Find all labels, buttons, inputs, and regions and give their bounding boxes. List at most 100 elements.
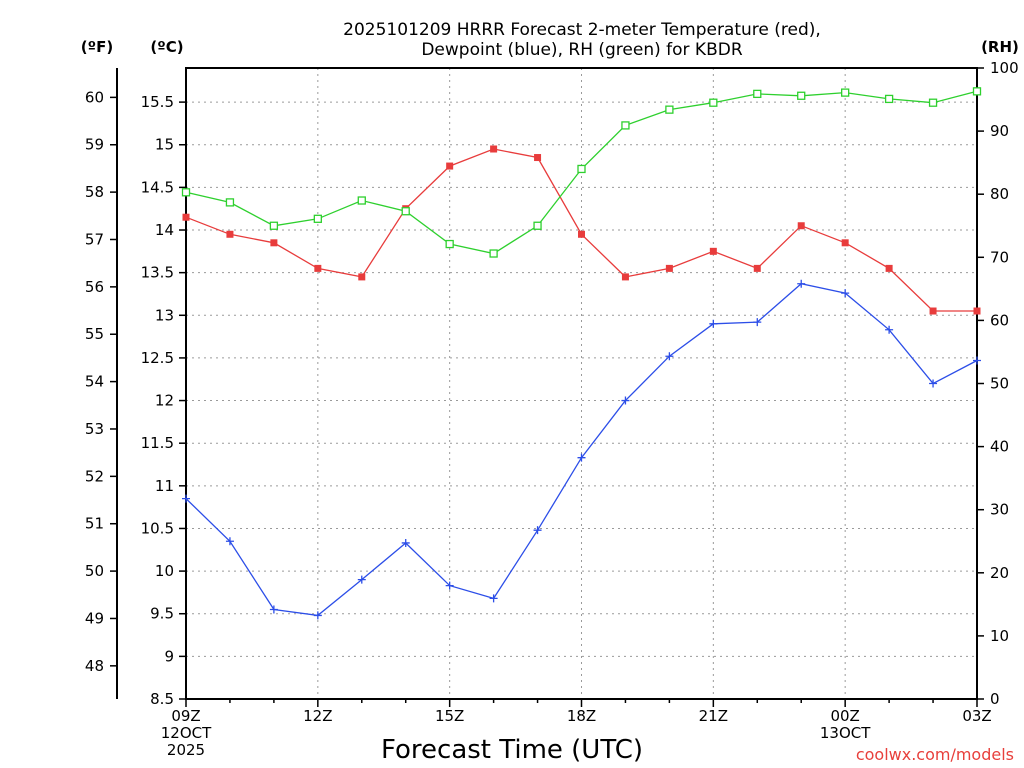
rh-point bbox=[225, 198, 235, 207]
temperature-point bbox=[446, 162, 454, 170]
fahrenheit-tick-label: 49 bbox=[85, 609, 104, 627]
dewpoint-point bbox=[973, 356, 981, 365]
rh-tick-label: 100 bbox=[990, 59, 1019, 77]
celsius-unit-label: (ºC) bbox=[150, 38, 183, 56]
dewpoint-point bbox=[225, 537, 234, 546]
temperature-point bbox=[578, 230, 585, 238]
temperature-point bbox=[182, 213, 190, 221]
x-axis-label: Forecast Time (UTC) bbox=[381, 735, 643, 765]
credit-link[interactable]: coolwx.com/models bbox=[856, 745, 1014, 764]
dewpoint-point bbox=[269, 605, 278, 614]
rh-point bbox=[533, 221, 542, 230]
temperature-point bbox=[885, 264, 893, 272]
temperature-point bbox=[270, 239, 278, 247]
rh-point bbox=[313, 214, 322, 223]
celsius-tick-label: 14 bbox=[155, 221, 174, 239]
x-tick-label: 03Z bbox=[962, 707, 991, 725]
dewpoint-point bbox=[621, 396, 630, 405]
temperature-point bbox=[314, 264, 322, 272]
celsius-tick-label: 12.5 bbox=[141, 349, 174, 367]
dewpoint-point bbox=[885, 325, 894, 334]
fahrenheit-tick-label: 54 bbox=[85, 373, 104, 391]
fahrenheit-tick-label: 57 bbox=[85, 230, 104, 248]
dewpoint-point bbox=[182, 494, 190, 503]
fahrenheit-tick-label: 50 bbox=[85, 562, 104, 580]
rh-point bbox=[665, 105, 674, 114]
x-tick-label: 00Z bbox=[830, 707, 859, 725]
dewpoint-point bbox=[709, 319, 718, 328]
temperature-point bbox=[358, 273, 366, 281]
x-tick-label: 09Z bbox=[171, 707, 200, 725]
dewpoint-point bbox=[929, 379, 938, 388]
rh-tick-label: 0 bbox=[990, 690, 1000, 708]
chart-title-line-1: 2025101209 HRRR Forecast 2-meter Tempera… bbox=[343, 20, 821, 40]
dewpoint-point bbox=[841, 289, 850, 298]
chart-title-line-2: Dewpoint (blue), RH (green) for KBDR bbox=[421, 40, 742, 60]
rh-point bbox=[401, 207, 410, 216]
celsius-tick-label: 8.5 bbox=[150, 690, 174, 708]
fahrenheit-tick-label: 52 bbox=[85, 467, 104, 485]
celsius-tick-label: 15.5 bbox=[141, 93, 174, 111]
dewpoint-point bbox=[445, 581, 454, 590]
rh-point bbox=[753, 89, 762, 99]
dewpoint-point bbox=[665, 352, 674, 361]
temperature-point bbox=[534, 154, 542, 162]
grid-layer bbox=[186, 68, 977, 699]
x-tick-label: 18Z bbox=[567, 707, 596, 725]
rh-point bbox=[928, 98, 938, 107]
fahrenheit-tick-label: 59 bbox=[85, 136, 104, 154]
fahrenheit-tick-label: 58 bbox=[85, 183, 104, 201]
temperature-point bbox=[226, 230, 234, 238]
celsius-tick-label: 9 bbox=[164, 647, 174, 665]
temperature-point bbox=[490, 145, 498, 153]
celsius-tick-label: 15 bbox=[155, 136, 174, 154]
dewpoint-point bbox=[313, 611, 322, 620]
fahrenheit-tick-label: 51 bbox=[85, 515, 104, 533]
celsius-tick-label: 11 bbox=[155, 477, 174, 495]
series-layer bbox=[181, 87, 982, 620]
dewpoint-point bbox=[797, 279, 806, 288]
dewpoint-point bbox=[489, 594, 498, 603]
x-tick-label: 12Z bbox=[303, 707, 332, 725]
rh-tick-label: 10 bbox=[990, 627, 1009, 645]
rh-point bbox=[577, 164, 586, 174]
fahrenheit-unit-label: (ºF) bbox=[81, 38, 113, 56]
tick-labels-layer: 8.5 9 9.5 10 10.5 11 11.5 12 12.5 13 13.5 14 14.5 15 1… bbox=[85, 59, 1019, 759]
fahrenheit-tick-label: 53 bbox=[85, 420, 104, 438]
x-tick-label: 13OCT bbox=[820, 724, 871, 742]
dewpoint-point bbox=[401, 538, 410, 547]
x-tick-label: 15Z bbox=[435, 707, 464, 725]
rh-tick-label: 80 bbox=[990, 185, 1009, 203]
celsius-tick-label: 10 bbox=[155, 562, 174, 580]
temperature-point bbox=[841, 239, 849, 247]
celsius-tick-label: 13.5 bbox=[141, 264, 174, 282]
temperature-point bbox=[665, 264, 673, 272]
rh-unit-label: (RH) bbox=[981, 38, 1019, 56]
axes-layer bbox=[110, 67, 984, 707]
rh-point bbox=[621, 121, 630, 130]
rh-point bbox=[709, 98, 718, 107]
temperature-point bbox=[797, 222, 805, 230]
temperature-point bbox=[753, 264, 761, 272]
dewpoint-point bbox=[533, 526, 542, 535]
rh-tick-label: 70 bbox=[990, 248, 1009, 266]
fahrenheit-tick-label: 60 bbox=[85, 88, 104, 106]
temperature-point bbox=[973, 307, 981, 315]
celsius-tick-label: 10.5 bbox=[141, 519, 174, 537]
rh-tick-label: 60 bbox=[990, 311, 1009, 329]
celsius-tick-label: 12 bbox=[155, 392, 174, 410]
fahrenheit-tick-label: 56 bbox=[85, 278, 104, 296]
x-tick-label: 21Z bbox=[699, 707, 728, 725]
rh-tick-label: 50 bbox=[990, 375, 1009, 393]
rh-point bbox=[972, 87, 982, 96]
fahrenheit-tick-label: 48 bbox=[85, 657, 104, 675]
temperature-point bbox=[929, 307, 937, 315]
rh-point bbox=[357, 196, 366, 205]
rh-point bbox=[445, 239, 454, 249]
rh-point bbox=[797, 91, 806, 100]
celsius-tick-label: 13 bbox=[155, 306, 174, 324]
rh-point bbox=[884, 94, 894, 104]
plot-frame bbox=[185, 67, 978, 700]
dewpoint-point bbox=[577, 453, 586, 462]
